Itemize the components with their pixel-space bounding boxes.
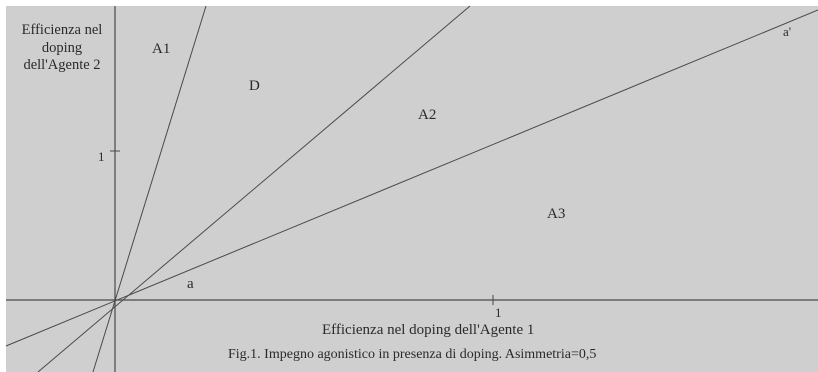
ray-label-a: a: [187, 276, 194, 292]
y-axis-title: Efficienza nel doping dell'Agente 2: [21, 22, 103, 74]
plot-background: [6, 6, 818, 372]
region-label-d: D: [249, 78, 260, 94]
boundary-line-d-a2: [37, 5, 471, 372]
region-label-a3: A3: [547, 206, 566, 222]
region-label-a2: A2: [418, 107, 437, 123]
region-label-a1: A1: [152, 41, 171, 57]
boundary-line-a1-d: [92, 5, 207, 372]
x-axis-title: Efficienza nel doping dell'Agente 1: [322, 322, 535, 338]
boundary-line-a-a-prime: [5, 9, 818, 347]
ray-label-a-prime: a': [783, 24, 792, 39]
figure-caption: Fig.1. Impegno agonistico in presenza di…: [228, 347, 597, 362]
y-tick-label: 1: [98, 149, 105, 164]
x-tick-label: 1: [495, 305, 502, 320]
